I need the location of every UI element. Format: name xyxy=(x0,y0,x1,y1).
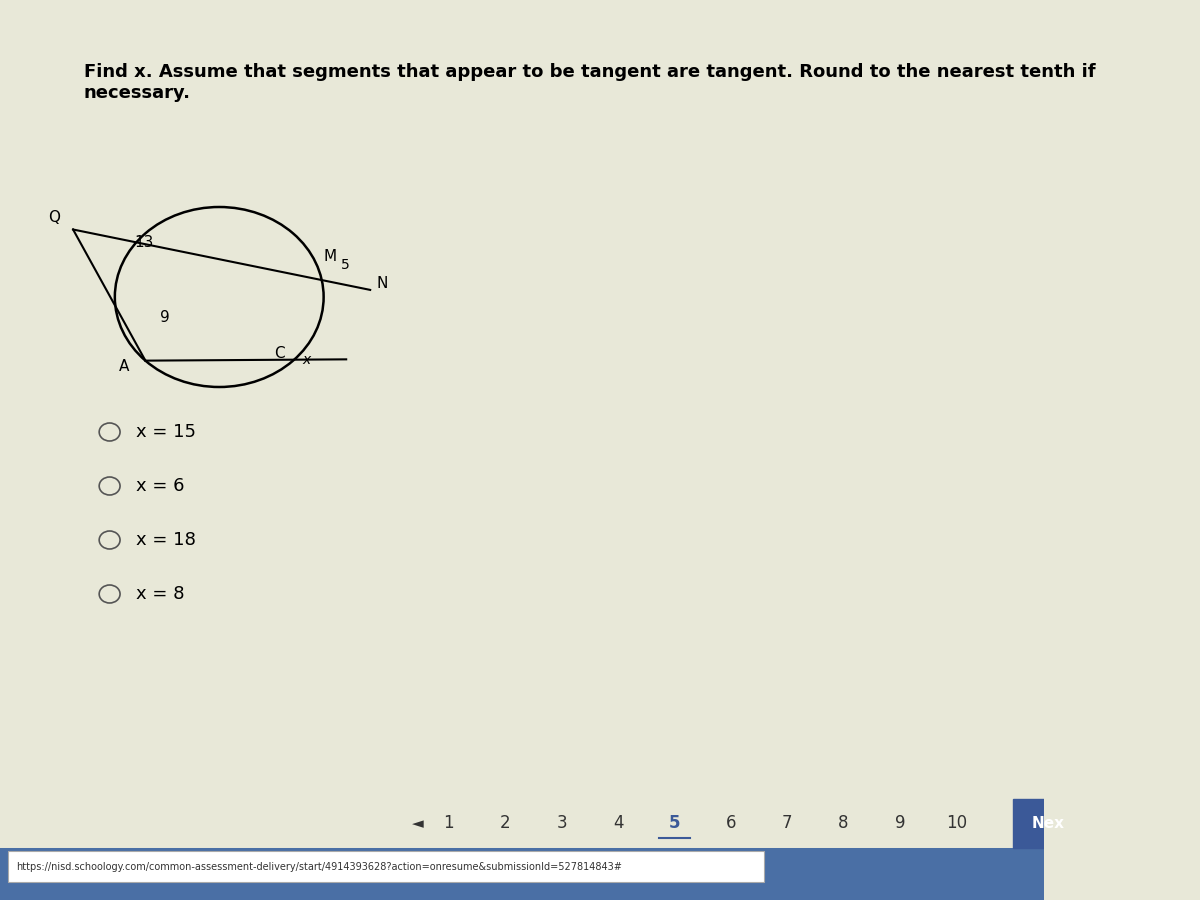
FancyBboxPatch shape xyxy=(0,848,1044,900)
Text: M: M xyxy=(323,249,336,264)
Text: x = 8: x = 8 xyxy=(136,585,185,603)
Text: x = 18: x = 18 xyxy=(136,531,196,549)
Text: Q: Q xyxy=(48,211,60,225)
Text: x: x xyxy=(302,353,311,367)
Text: Find x. Assume that segments that appear to be tangent are tangent. Round to the: Find x. Assume that segments that appear… xyxy=(84,63,1096,102)
Text: N: N xyxy=(377,276,388,291)
Text: 5: 5 xyxy=(341,258,349,272)
Text: A: A xyxy=(119,359,130,374)
Text: x = 15: x = 15 xyxy=(136,423,196,441)
Text: Nex: Nex xyxy=(1032,816,1064,831)
Text: https://nisd.schoology.com/common-assessment-delivery/start/4914393628?action=on: https://nisd.schoology.com/common-assess… xyxy=(16,861,622,872)
Text: 8: 8 xyxy=(839,814,848,832)
Text: 4: 4 xyxy=(613,814,623,832)
Text: 6: 6 xyxy=(726,814,736,832)
FancyBboxPatch shape xyxy=(8,851,764,882)
Text: 3: 3 xyxy=(557,814,566,832)
Text: 7: 7 xyxy=(782,814,792,832)
Text: 1: 1 xyxy=(444,814,455,832)
Text: 13: 13 xyxy=(134,235,154,250)
Text: ◄: ◄ xyxy=(412,816,424,831)
Text: 10: 10 xyxy=(946,814,967,832)
Text: C: C xyxy=(274,346,284,361)
FancyBboxPatch shape xyxy=(1013,799,1085,848)
Text: x = 6: x = 6 xyxy=(136,477,185,495)
Text: 9: 9 xyxy=(895,814,905,832)
Text: 2: 2 xyxy=(500,814,510,832)
Text: 9: 9 xyxy=(160,310,169,325)
Text: 5: 5 xyxy=(668,814,680,832)
